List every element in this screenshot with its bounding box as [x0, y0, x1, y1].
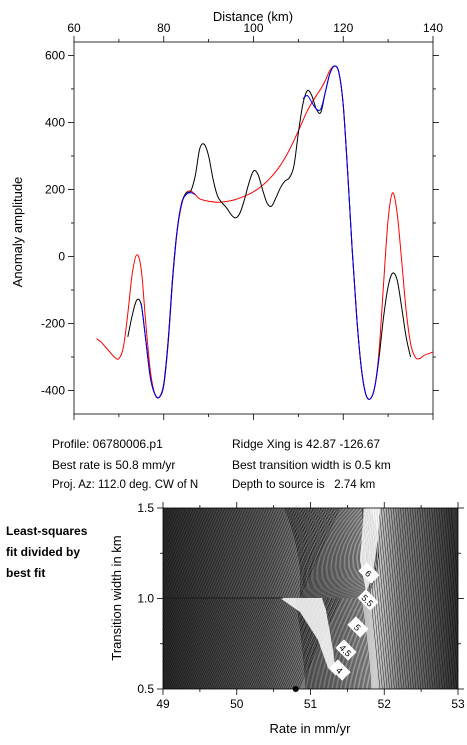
contour-label-box: [357, 589, 379, 611]
contour-labels: 44.555.56: [329, 562, 380, 681]
width-axis-ticks: 0.5 1.0 1.5: [137, 501, 464, 696]
contour-label-text: 5: [352, 622, 363, 633]
model-blue-series-line: [302, 65, 380, 400]
best-fit-marker: [292, 686, 299, 692]
projection-azimuth-label: Proj. Az: 112.0 deg. CW of N: [52, 479, 199, 491]
model-blue-series-line: [140, 192, 196, 399]
best-rate-label: Best rate is 50.8 mm/yr: [52, 458, 176, 472]
contour-label-box: [358, 562, 380, 584]
contour-label: 4: [329, 659, 351, 681]
contour-label-text: 6: [363, 568, 374, 579]
distance-tick-label: 140: [423, 21, 443, 35]
distance-axis-ticks: 60 80 100 120 140: [67, 21, 443, 420]
rate-tick-label: 51: [304, 697, 318, 711]
ridge-crossing-label: Ridge Xing is 42.87 -126.67: [232, 437, 381, 451]
rate-tick-label: 53: [451, 697, 465, 711]
contour-label-text: 4: [334, 665, 345, 676]
width-tick-label: 1.5: [137, 501, 154, 515]
contour-label-box: [347, 616, 369, 638]
y-axis-title-amplitude: Anomaly amplitude: [10, 177, 25, 288]
contour-label-box: [329, 659, 351, 681]
amplitude-tick-label: 0: [58, 249, 65, 263]
amplitude-tick-label: -200: [41, 317, 65, 331]
contour-label-box: [335, 639, 357, 661]
distance-tick-label: 60: [67, 21, 81, 35]
misfit-caption-line-2: fit divided by: [6, 545, 81, 559]
width-tick-label: 1.0: [137, 592, 154, 606]
observed-series-line: [127, 65, 412, 400]
x-axis-title-rate: Rate in mm/yr: [270, 721, 352, 736]
contour-label: 6: [358, 562, 380, 584]
rate-axis-ticks: 49 50 51 52 53: [156, 502, 465, 711]
misfit-caption-line-1: Least-squares: [6, 524, 88, 538]
profile-label: Profile: 06780006.p1: [52, 437, 163, 451]
contour-label: 5: [347, 616, 369, 638]
misfit-caption-line-3: best fit: [6, 566, 46, 580]
rate-tick-label: 52: [378, 697, 392, 711]
rate-tick-label: 49: [156, 697, 170, 711]
x-axis-title-distance: Distance (km): [213, 9, 293, 24]
amplitude-axis-ticks: -400 -200 0 200 400 600: [41, 48, 439, 398]
amplitude-tick-label: 600: [45, 48, 65, 62]
best-width-label: Best transition width is 0.5 km: [232, 458, 391, 472]
distance-tick-label: 80: [157, 21, 171, 35]
depth-to-source-label: Depth to source is 2.74 km: [232, 479, 376, 491]
distance-tick-label: 100: [243, 21, 263, 35]
misfit-chart: 44.555.56 49 50 51 52 53 0.51.01.5 Rate in m…: [109, 501, 465, 736]
anomaly-profile-chart: 60 80 100 120 140 -400 -200 0 200 400 600 Distanc…: [10, 9, 443, 420]
amplitude-tick-label: -400: [41, 384, 65, 398]
misfit-low-region: [280, 598, 336, 676]
profile-series: [96, 65, 433, 400]
amplitude-tick-label: 200: [45, 182, 65, 196]
amplitude-tick-label: 400: [45, 115, 65, 129]
distance-tick-label: 120: [333, 21, 353, 35]
model-red-series-line: [96, 65, 433, 400]
width-tick-label: 0.5: [137, 682, 154, 696]
y-axis-title-width: Transition width in km: [109, 535, 124, 660]
rate-tick-label: 50: [230, 697, 244, 711]
